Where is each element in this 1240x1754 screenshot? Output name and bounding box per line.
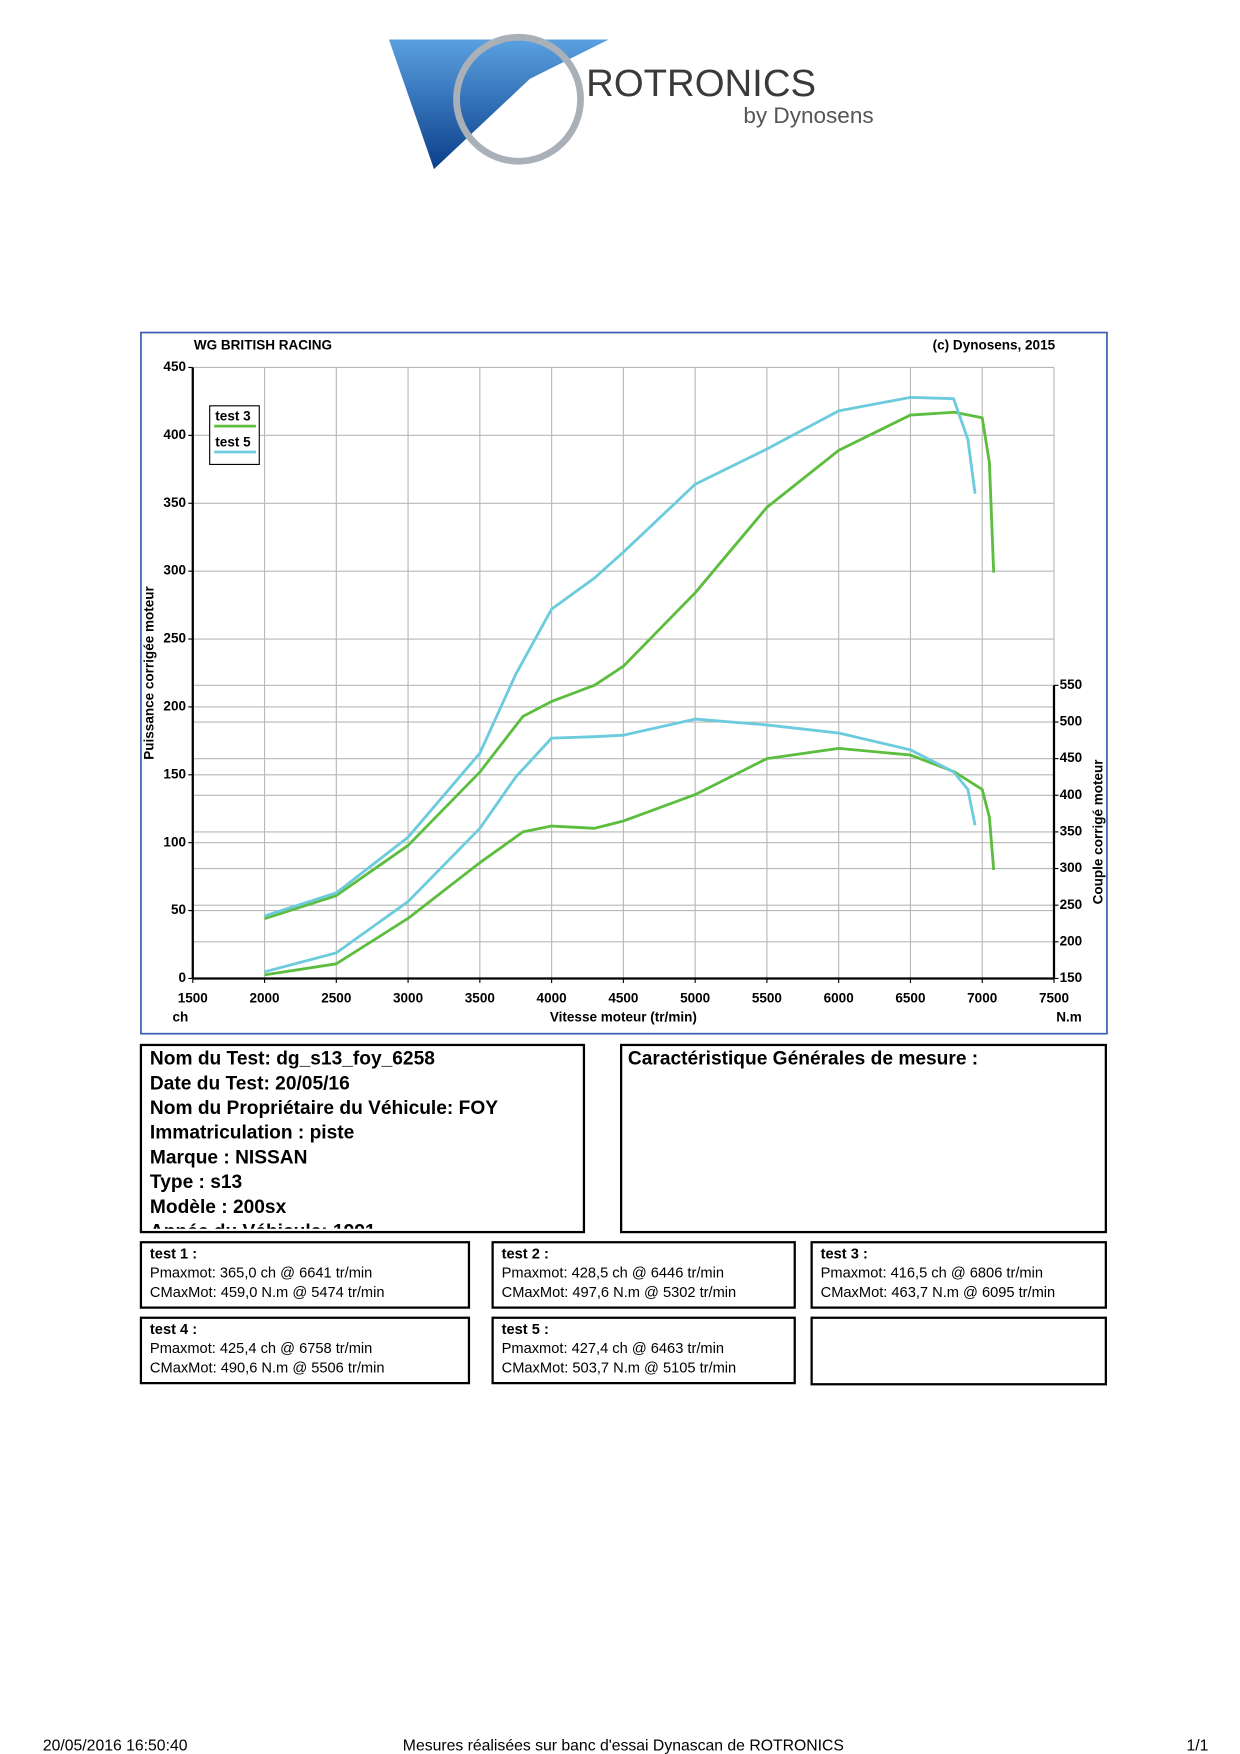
y2-tick-label: 200	[1060, 933, 1083, 948]
x-tick-label: 2000	[250, 990, 280, 1005]
y-tick-label: 250	[163, 631, 186, 646]
info-line: Nom du Propriétaire du Véhicule: FOY	[150, 1098, 498, 1119]
logo-brand: ROTRONICS	[586, 62, 816, 105]
torque-line	[264, 746, 996, 977]
y2-unit: N.m	[1056, 1009, 1082, 1024]
x-tick-label: 7500	[1039, 990, 1069, 1005]
copyright: (c) Dynosens, 2015	[933, 338, 1056, 353]
x-tick-label: 5500	[752, 990, 782, 1005]
y-tick-label: 400	[163, 427, 186, 442]
info-line: Type : s13	[150, 1172, 242, 1193]
y-unit: ch	[172, 1009, 188, 1024]
x-tick-label: 3500	[465, 990, 495, 1005]
x-tick-label: 4000	[537, 990, 567, 1005]
x-tick-label: 6500	[895, 990, 925, 1005]
plot: 1500 2000 2500 3000 3500 4000 4500 5000 5500 6000…	[163, 359, 1082, 1005]
y-tick-label: 100	[163, 834, 186, 849]
test-name: test 1 :	[150, 1247, 197, 1263]
test-line: Pmaxmot: 365,0 ch @ 6641 tr/min	[150, 1266, 372, 1282]
x-tick-label: 5000	[680, 990, 710, 1005]
legend-label: test 3	[215, 409, 251, 424]
test-box	[810, 1241, 1107, 1309]
test-line: CMaxMot: 490,6 N.m @ 5506 tr/min	[150, 1360, 385, 1376]
legend-label: test 5	[215, 435, 251, 450]
x-tick-label: 4500	[608, 990, 638, 1005]
test-name: test 2 :	[502, 1247, 549, 1263]
power-line	[264, 395, 977, 918]
info-line: Date du Test: 20/05/16	[150, 1073, 350, 1094]
test-box	[491, 1316, 796, 1385]
y-tick-label: 450	[163, 359, 186, 374]
x-tick-label: 2500	[321, 990, 351, 1005]
general-title: Caractéristique Générales de mesure :	[628, 1049, 978, 1070]
info-line: Nom du Test: dg_s13_foy_6258	[150, 1049, 435, 1070]
y2-tick-label: 500	[1060, 714, 1083, 729]
info-line: Modèle : 200sx	[150, 1197, 287, 1218]
x-tick-label: 3000	[393, 990, 423, 1005]
test-name: test 4 :	[150, 1322, 197, 1338]
tests: test 1 : Pmaxmot: 365,0 ch @ 6641 tr/min C…	[139, 1241, 1107, 1385]
chart-title: WG BRITISH RACING	[194, 338, 332, 353]
y2-tick-label: 150	[1060, 970, 1083, 985]
test-line: Pmaxmot: 425,4 ch @ 6758 tr/min	[150, 1341, 372, 1357]
info-line: Marque : NISSAN	[150, 1147, 308, 1168]
y-tick-label: 150	[163, 766, 186, 781]
y2-tick-label: 300	[1060, 860, 1083, 875]
legend-entries: test 3 test 5	[214, 409, 256, 454]
test-line: CMaxMot: 463,7 N.m @ 6095 tr/min	[821, 1285, 1056, 1301]
general-box	[619, 1043, 1107, 1234]
test-box	[491, 1241, 796, 1309]
test-box	[139, 1241, 471, 1309]
logo-sub: by Dynosens	[743, 103, 873, 128]
test-name: test 3 :	[821, 1247, 868, 1263]
power-line	[264, 410, 996, 921]
test-line: CMaxMot: 497,6 N.m @ 5302 tr/min	[502, 1285, 737, 1301]
x-tick-label: 7000	[967, 990, 997, 1005]
info-line: Année du Véhicule: 1991	[150, 1221, 376, 1242]
y-axis-label: Puissance corrigée moteur	[142, 585, 157, 759]
y-tick-label: 350	[163, 495, 186, 510]
test-name: test 5 :	[502, 1322, 549, 1338]
y-tick-label: 300	[163, 563, 186, 578]
logo-shape	[388, 39, 609, 170]
y2-tick-label: 350	[1060, 823, 1083, 838]
footer-center: Mesures réalisées sur banc d'essai Dynas…	[403, 1737, 844, 1754]
y-tick-label: 50	[171, 902, 186, 917]
torque-line	[264, 717, 977, 974]
test-line: Pmaxmot: 416,5 ch @ 6806 tr/min	[821, 1266, 1043, 1282]
footer-date: 20/05/2016 16:50:40	[43, 1737, 188, 1754]
info-line: Immatriculation : piste	[150, 1123, 354, 1144]
logo: ROTRONICS by Dynosens	[388, 33, 874, 170]
logo-ring	[453, 33, 584, 165]
footer-page: 1/1	[1187, 1737, 1209, 1754]
y2-tick-label: 250	[1060, 897, 1083, 912]
y2-tick-label: 550	[1060, 677, 1083, 692]
chart-frame	[140, 331, 1108, 1035]
y-tick-label: 0	[178, 970, 186, 985]
test-line: Pmaxmot: 428,5 ch @ 6446 tr/min	[502, 1266, 724, 1282]
empty-box	[810, 1316, 1107, 1386]
test-line: CMaxMot: 503,7 N.m @ 5105 tr/min	[502, 1360, 737, 1376]
test-line: CMaxMot: 459,0 N.m @ 5474 tr/min	[150, 1285, 385, 1301]
x-tick-label: 6000	[824, 990, 854, 1005]
test-box	[139, 1316, 471, 1385]
y2-axis-label: Couple corrigé moteur	[1091, 759, 1106, 905]
legend	[209, 405, 260, 465]
y2-tick-label: 400	[1060, 787, 1083, 802]
info-box	[139, 1043, 586, 1234]
y2-tick-label: 450	[1060, 750, 1083, 765]
info-lines: Nom du Test: dg_s13_foy_6258 Date du Test…	[150, 1049, 498, 1242]
y-tick-label: 200	[163, 698, 186, 713]
test-line: Pmaxmot: 427,4 ch @ 6463 tr/min	[502, 1341, 724, 1357]
x-tick-label: 1500	[178, 990, 208, 1005]
x-axis-label: Vitesse moteur (tr/min)	[550, 1009, 697, 1024]
